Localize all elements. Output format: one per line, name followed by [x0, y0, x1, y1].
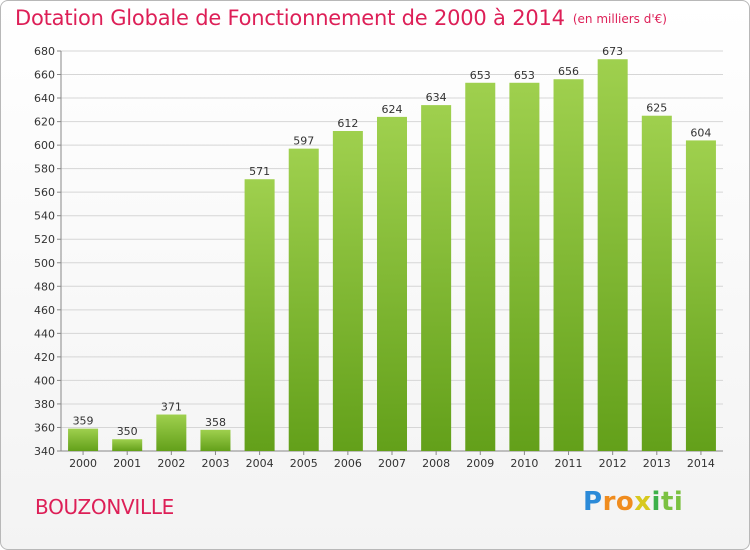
y-tick-label: 620 [34, 116, 55, 129]
x-tick-label: 2003 [201, 457, 229, 470]
y-tick-label: 640 [34, 92, 55, 105]
x-tick-label: 2013 [643, 457, 671, 470]
logo-letter-x: x [634, 487, 652, 517]
x-tick-label: 2009 [466, 457, 494, 470]
logo-letter-r: r [602, 487, 616, 517]
y-tick-label: 420 [34, 351, 55, 364]
bar [288, 148, 319, 451]
bar-chart: 340 360 380 400 420 440 460 480 500 520 540 560 580 6… [34, 45, 723, 470]
y-tick-label: 480 [34, 280, 55, 293]
bar [376, 116, 408, 451]
bar [156, 414, 187, 451]
data-label: 597 [293, 135, 314, 148]
y-tick-label: 600 [34, 139, 55, 152]
x-tick-label: 2000 [69, 457, 97, 470]
y-tick-label: 520 [34, 233, 55, 246]
bar [112, 439, 143, 451]
y-tick-label: 540 [34, 210, 55, 223]
proxiti-logo: Proxiti [583, 487, 683, 517]
logo-letter-ti: ti [660, 487, 684, 517]
x-tick-label: 2001 [113, 457, 141, 470]
y-tick-label: 580 [34, 163, 55, 176]
data-label: 624 [382, 103, 403, 116]
data-label: 359 [73, 415, 94, 428]
bar [421, 105, 452, 451]
x-tick-label: 2010 [510, 457, 538, 470]
bar [597, 59, 628, 452]
data-label: 625 [646, 102, 667, 115]
x-tick-label: 2006 [334, 457, 362, 470]
x-tick-label: 2004 [246, 457, 274, 470]
bar [200, 429, 231, 451]
data-label: 571 [249, 165, 270, 178]
y-tick-label: 500 [34, 257, 55, 270]
y-tick-label: 680 [34, 45, 55, 58]
y-tick-label: 360 [34, 421, 55, 434]
data-label: 656 [558, 65, 579, 78]
data-label: 350 [117, 425, 138, 438]
data-label: 604 [690, 126, 711, 139]
x-tick-label: 2014 [687, 457, 715, 470]
bar [465, 82, 496, 451]
logo-letter-i: i [651, 487, 661, 517]
bar [68, 428, 99, 451]
bar [553, 79, 584, 451]
data-label: 653 [514, 69, 535, 82]
bar [509, 82, 540, 451]
chart-title: Dotation Globale de Fonctionnement de 20… [15, 6, 565, 30]
x-tick-label: 2012 [599, 457, 627, 470]
bar [685, 140, 716, 452]
y-tick-label: 340 [34, 445, 55, 458]
data-label: 653 [470, 69, 491, 82]
y-tick-label: 380 [34, 398, 55, 411]
x-tick-label: 2008 [422, 457, 450, 470]
bar [641, 115, 672, 452]
data-label: 634 [426, 91, 447, 104]
bar [332, 131, 363, 451]
bar [244, 179, 275, 451]
commune-name: BOUZONVILLE [35, 495, 175, 519]
data-label: 371 [161, 401, 182, 414]
y-tick-label: 460 [34, 304, 55, 317]
x-tick-label: 2007 [378, 457, 406, 470]
x-tick-label: 2011 [555, 457, 583, 470]
y-tick-label: 440 [34, 327, 55, 340]
data-label: 673 [602, 45, 623, 58]
data-label: 358 [205, 416, 226, 429]
x-tick-label: 2005 [290, 457, 318, 470]
data-label: 612 [337, 117, 358, 130]
y-tick-label: 560 [34, 186, 55, 199]
logo-letter-o: o [615, 487, 635, 517]
x-tick-label: 2002 [157, 457, 185, 470]
y-tick-label: 660 [34, 69, 55, 82]
title-row: Dotation Globale de Fonctionnement de 20… [15, 6, 667, 30]
y-tick-label: 400 [34, 374, 55, 387]
chart-subtitle: (en milliers d'€) [572, 12, 667, 26]
logo-letter-p: P [583, 487, 603, 517]
